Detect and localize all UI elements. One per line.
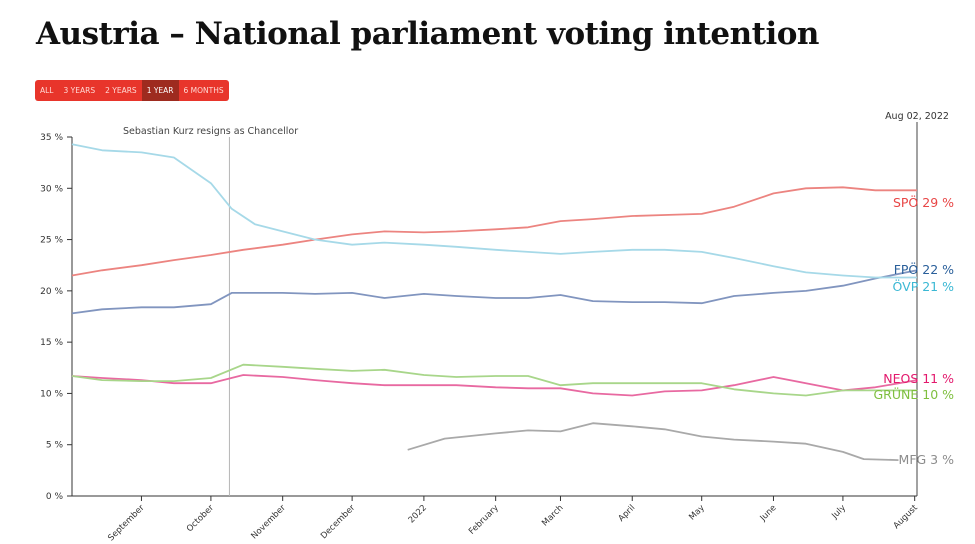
range-6-months-button[interactable]: 6 MONTHS: [183, 86, 224, 95]
y-tick-label: 30 %: [40, 184, 63, 194]
x-tick-label: February: [467, 503, 501, 537]
y-tick-label: 35 %: [40, 133, 63, 143]
series-label-oevp: ÖVP 21 %: [893, 278, 955, 294]
series-label-spoe: SPÖ 29 %: [893, 194, 954, 210]
x-tick-label: July: [829, 503, 848, 522]
series-label-fpoe: FPÖ 22 %: [894, 261, 954, 277]
y-tick-label: 0 %: [46, 492, 64, 502]
page-title: Austria – National parliament voting int…: [36, 16, 819, 52]
range-1-year-button[interactable]: 1 YEAR: [141, 80, 179, 101]
series-line-fpoe: [71, 269, 918, 315]
range-3-years-button[interactable]: 3 YEARS: [63, 86, 96, 95]
x-tick-label: November: [249, 503, 288, 542]
range-2-years-button[interactable]: 2 YEARS: [105, 86, 137, 95]
time-range-selector: ALL 3 YEARS 2 YEARS 1 YEAR 6 MONTHS: [35, 80, 229, 101]
series-line-oevp: [71, 143, 917, 279]
range-all-button[interactable]: ALL: [40, 86, 54, 95]
x-tick-label: October: [185, 503, 216, 534]
y-tick-label: 25 %: [40, 236, 63, 246]
y-tick-label: 20 %: [40, 287, 63, 297]
x-tick-label: May: [687, 503, 707, 523]
series-line-mfg: [407, 422, 899, 461]
y-tick-label: 10 %: [40, 389, 63, 399]
y-tick-label: 5 %: [46, 441, 64, 451]
series-label-mfg: MFG 3 %: [899, 452, 955, 467]
x-tick-label: 2022: [407, 503, 429, 525]
x-tick-label: September: [106, 503, 147, 544]
x-tick-label: June: [758, 503, 779, 524]
series-line-gruene: [71, 363, 917, 397]
series-line-neos: [71, 374, 918, 397]
x-tick-label: December: [319, 503, 358, 542]
event-annotation: Sebastian Kurz resigns as Chancellor: [123, 126, 298, 137]
series-line-spoe: [71, 186, 917, 277]
x-tick-label: April: [617, 503, 638, 524]
date-cursor-label: Aug 02, 2022: [885, 111, 949, 122]
series-label-gruene: GRÜNE 10 %: [874, 386, 955, 402]
x-tick-label: August: [892, 503, 921, 532]
series-label-neos: NEOS 11 %: [883, 371, 954, 386]
y-tick-label: 15 %: [40, 338, 63, 348]
x-tick-label: March: [540, 503, 565, 528]
